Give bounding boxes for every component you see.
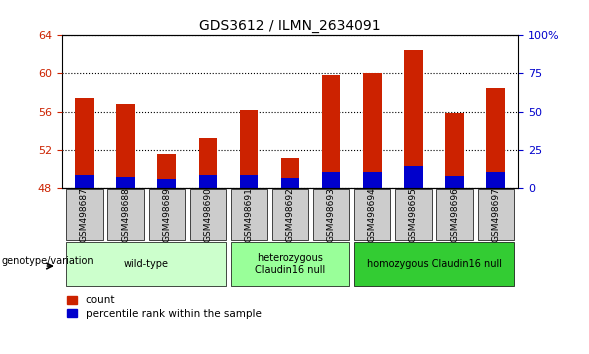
- FancyBboxPatch shape: [313, 189, 349, 240]
- Text: GSM498692: GSM498692: [286, 187, 294, 241]
- FancyBboxPatch shape: [67, 189, 102, 240]
- Bar: [281, 178, 299, 188]
- FancyBboxPatch shape: [148, 189, 185, 240]
- FancyBboxPatch shape: [231, 242, 349, 286]
- Bar: [157, 179, 176, 188]
- Bar: [487, 88, 505, 188]
- Bar: [363, 172, 382, 188]
- Text: wild-type: wild-type: [124, 259, 168, 269]
- Text: GSM498687: GSM498687: [80, 187, 89, 242]
- Bar: [322, 172, 340, 188]
- Bar: [363, 73, 382, 188]
- Bar: [240, 176, 258, 188]
- Bar: [157, 154, 176, 188]
- Text: GSM498693: GSM498693: [327, 187, 336, 242]
- Bar: [445, 176, 464, 188]
- Bar: [198, 138, 217, 188]
- FancyBboxPatch shape: [67, 242, 226, 286]
- FancyBboxPatch shape: [107, 189, 144, 240]
- Bar: [75, 98, 94, 188]
- Text: GSM498695: GSM498695: [409, 187, 418, 242]
- Bar: [404, 166, 423, 188]
- Text: GSM498689: GSM498689: [162, 187, 171, 242]
- Bar: [75, 176, 94, 188]
- FancyBboxPatch shape: [395, 189, 432, 240]
- Bar: [198, 176, 217, 188]
- Bar: [404, 50, 423, 188]
- FancyBboxPatch shape: [354, 189, 391, 240]
- Title: GDS3612 / ILMN_2634091: GDS3612 / ILMN_2634091: [199, 19, 381, 33]
- Bar: [117, 104, 135, 188]
- Text: genotype/variation: genotype/variation: [1, 256, 94, 267]
- Bar: [281, 158, 299, 188]
- Text: GSM498688: GSM498688: [121, 187, 130, 242]
- Bar: [117, 177, 135, 188]
- Text: heterozygous
Claudin16 null: heterozygous Claudin16 null: [255, 253, 325, 275]
- Bar: [445, 113, 464, 188]
- Text: GSM498694: GSM498694: [368, 187, 377, 241]
- Text: GSM498697: GSM498697: [491, 187, 500, 242]
- FancyBboxPatch shape: [354, 242, 514, 286]
- Text: GSM498696: GSM498696: [450, 187, 459, 242]
- FancyBboxPatch shape: [436, 189, 472, 240]
- FancyBboxPatch shape: [231, 189, 267, 240]
- Legend: count, percentile rank within the sample: count, percentile rank within the sample: [67, 296, 262, 319]
- FancyBboxPatch shape: [190, 189, 226, 240]
- Bar: [322, 75, 340, 188]
- Bar: [240, 110, 258, 188]
- Text: GSM498690: GSM498690: [203, 187, 213, 242]
- Text: homozygous Claudin16 null: homozygous Claudin16 null: [366, 259, 501, 269]
- Bar: [487, 172, 505, 188]
- Text: GSM498691: GSM498691: [244, 187, 253, 242]
- FancyBboxPatch shape: [478, 189, 514, 240]
- FancyBboxPatch shape: [272, 189, 308, 240]
